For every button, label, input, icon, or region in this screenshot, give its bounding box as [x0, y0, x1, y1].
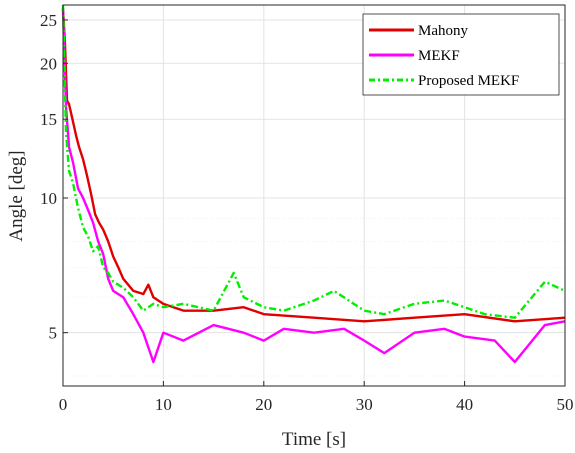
- x-tick-label: 20: [255, 395, 272, 414]
- x-tick-label: 50: [557, 395, 574, 414]
- x-tick-label: 0: [59, 395, 68, 414]
- series-line-mahony: [61, 8, 566, 323]
- x-tick-label: 10: [155, 395, 172, 414]
- legend-label-mahony: Mahony: [418, 23, 468, 39]
- ticks: 0 10 20 30 40 50 5 10 15 20 25: [40, 11, 574, 414]
- y-tick-label: 25: [40, 11, 57, 30]
- legend-label-mekf: MEKF: [418, 48, 460, 64]
- y-tick-label: 20: [40, 54, 57, 73]
- legend-label-proposed-mekf: Proposed MEKF: [418, 73, 519, 89]
- x-tick-label: 40: [456, 395, 473, 414]
- y-tick-label: 5: [49, 324, 58, 343]
- series-layer: [61, 4, 566, 364]
- y-tick-label: 15: [40, 110, 57, 129]
- x-tick-label: 30: [356, 395, 373, 414]
- y-axis-label: Angle [deg]: [6, 150, 27, 241]
- plot-frame: [62, 4, 566, 387]
- legend: Mahony MEKF Proposed MEKF: [362, 13, 560, 96]
- series-line-mekf: [61, 8, 566, 364]
- x-axis-label: Time [s]: [282, 429, 346, 450]
- y-tick-label: 10: [40, 189, 57, 208]
- series-line-proposed-mekf: [61, 4, 566, 319]
